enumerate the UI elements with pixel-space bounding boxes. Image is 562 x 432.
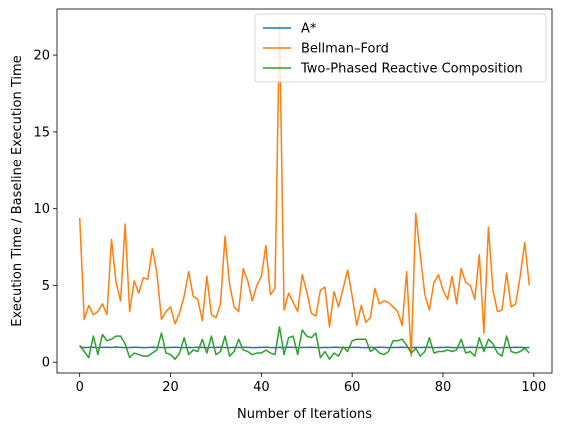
legend-entry-1: Bellman–Ford <box>301 42 389 57</box>
legend: A* Bellman–Ford Two-Phased Reactive Compos… <box>254 13 547 83</box>
x-tick-label: 60 <box>344 380 361 395</box>
series-line-0 <box>79 346 530 349</box>
y-tick-label: 20 <box>33 49 50 64</box>
x-tick-label: 0 <box>76 380 84 395</box>
y-axis-label: Execution Time / Baseline Execution Time <box>10 55 25 326</box>
legend-box <box>254 13 547 83</box>
x-tick-label: 20 <box>162 380 179 395</box>
y-tick-label: 10 <box>33 202 50 217</box>
x-tick-label: 40 <box>253 380 270 395</box>
x-axis-label: Number of Iterations <box>237 407 372 422</box>
y-tick-label: 0 <box>42 356 50 371</box>
x-axis-ticks: 0 20 40 60 80 100 <box>76 373 546 395</box>
y-tick-label: 15 <box>33 125 50 140</box>
series-line-1 <box>78 23 531 357</box>
y-tick-label: 5 <box>42 279 50 294</box>
legend-entry-0: A* <box>301 22 317 37</box>
legend-entry-2: Two-Phased Reactive Composition <box>300 62 523 77</box>
y-axis-ticks: 0 5 10 15 20 <box>33 49 57 371</box>
plot-frame <box>56 8 553 374</box>
series-layer <box>78 23 531 360</box>
x-tick-label: 80 <box>435 380 452 395</box>
x-tick-label: 100 <box>521 380 546 395</box>
series-line-2 <box>79 326 530 360</box>
